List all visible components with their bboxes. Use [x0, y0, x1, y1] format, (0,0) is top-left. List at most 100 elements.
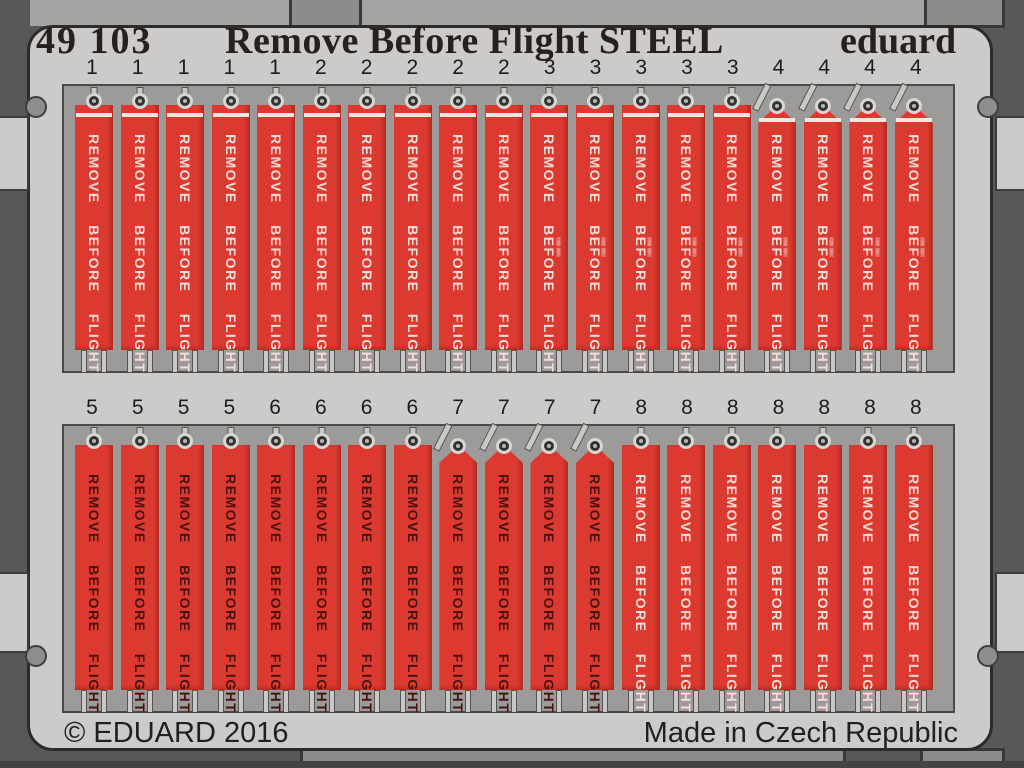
grommet-icon — [678, 93, 695, 109]
grommet-icon — [678, 433, 695, 449]
tag-body — [530, 445, 569, 690]
micro-label: llllllll llllllll — [781, 237, 788, 257]
header-stripe — [76, 113, 112, 117]
rbf-tag-group-2: REMOVE BEFORE FLIGHT — [484, 87, 523, 373]
tag-body — [576, 105, 615, 350]
header-stripe — [850, 118, 887, 122]
grommet-icon — [723, 93, 740, 109]
header-stripe — [394, 113, 431, 117]
attachment-prong-left — [582, 350, 589, 372]
rbf-tag-group-2: REMOVE BEFORE FLIGHT — [348, 87, 387, 373]
attachment-prong-right — [556, 690, 563, 712]
tag-body — [348, 445, 387, 690]
grommet-icon — [359, 93, 376, 109]
attachment-prong-right — [829, 690, 836, 712]
group-number: 5 — [177, 396, 190, 419]
tag-label: REMOVE BEFORE FLIGHT — [404, 473, 421, 713]
micro-label: llllllll llllllll — [599, 237, 606, 257]
group-number: 7 — [543, 396, 556, 419]
tag-body — [576, 445, 615, 690]
group-number: 6 — [406, 396, 419, 419]
rbf-tag-group-3: REMOVE BEFORE FLIGHT llllllll llllllll — [621, 87, 660, 373]
mounting-hole-top-left — [25, 96, 47, 118]
tag-body — [530, 105, 569, 350]
catalog-number: 49 103 — [36, 20, 153, 62]
attachment-prong-left — [354, 350, 361, 372]
rbf-tag-group-3: REMOVE BEFORE FLIGHT llllllll llllllll — [576, 87, 615, 373]
tags-2: REMOVE BEFORE FLIGHT REMOVE BEFORE FLIGHT… — [64, 422, 953, 713]
tag-body — [302, 105, 341, 350]
attachment-prong-left — [308, 350, 315, 372]
tag-label: REMOVE BEFORE FLIGHT — [723, 473, 740, 713]
group-number: 1 — [131, 56, 144, 79]
grommet-icon — [723, 433, 740, 449]
mounting-hole-bottom-right — [977, 645, 999, 667]
tag-body — [393, 445, 432, 690]
attachment-prong-left — [809, 690, 816, 712]
attachment-prong-left — [764, 690, 771, 712]
product-title: Remove Before Flight STEEL — [225, 20, 724, 62]
attachment-prong-left — [673, 350, 680, 372]
group-number: 5 — [86, 396, 98, 419]
attachment-prong-right — [237, 350, 244, 372]
attachment-prong-right — [510, 350, 517, 372]
attachment-prong-left — [536, 690, 543, 712]
rbf-tag-group-5: REMOVE BEFORE FLIGHT — [211, 427, 250, 713]
tag-label: REMOVE BEFORE FLIGHT — [814, 473, 831, 713]
attachment-prong-right — [374, 690, 381, 712]
tag-body — [166, 105, 205, 350]
header-stripe — [577, 113, 614, 117]
group-number: 8 — [726, 396, 739, 419]
rbf-tag-group-8: REMOVE BEFORE FLIGHT — [621, 427, 660, 713]
attachment-prong-right — [920, 690, 927, 712]
micro-label: llllllll llllllll — [554, 237, 561, 257]
attachment-prong-right — [875, 690, 882, 712]
rbf-tag-group-2: REMOVE BEFORE FLIGHT — [439, 87, 478, 373]
tags-1: REMOVE BEFORE FLIGHT REMOVE BEFORE FLIGHT… — [64, 82, 953, 373]
header-stripe — [531, 113, 568, 117]
tag-body — [211, 445, 250, 690]
rbf-tag-group-5: REMOVE BEFORE FLIGHT — [166, 427, 205, 713]
rbf-tag-group-3: REMOVE BEFORE FLIGHT llllllll llllllll — [712, 87, 751, 373]
tag-body — [894, 105, 933, 350]
tag-body — [120, 445, 159, 690]
grommet-icon — [404, 93, 421, 109]
tag-label: REMOVE BEFORE FLIGHT — [268, 133, 285, 373]
rbf-tag-group-2: REMOVE BEFORE FLIGHT — [393, 87, 432, 373]
group-number: 1 — [86, 56, 98, 79]
grommet-icon — [177, 93, 194, 109]
tag-label: REMOVE BEFORE FLIGHT — [769, 473, 786, 713]
rbf-tag-group-6: REMOVE BEFORE FLIGHT — [302, 427, 341, 713]
group-number: 5 — [223, 396, 236, 419]
header-stripe — [167, 113, 204, 117]
tag-body — [484, 105, 523, 350]
group-number: 8 — [818, 396, 831, 419]
rbf-tag-group-7: REMOVE BEFORE FLIGHT — [433, 422, 478, 713]
tag-body — [393, 105, 432, 350]
attachment-prong-left — [582, 690, 589, 712]
group-number: 8 — [909, 396, 922, 419]
rbf-tag-group-1: REMOVE BEFORE FLIGHT — [120, 87, 159, 373]
grommet-icon — [769, 98, 786, 114]
tag-body — [439, 445, 478, 690]
attachment-prong-left — [399, 350, 406, 372]
attachment-prong-right — [146, 350, 153, 372]
group-number: 3 — [681, 56, 693, 79]
group-number: 7 — [589, 396, 602, 419]
header-stripe — [713, 113, 750, 117]
attachment-prong-left — [263, 690, 270, 712]
grommet-icon — [814, 433, 831, 449]
attachment-prong-right — [920, 350, 927, 372]
attachment-prong-left — [490, 350, 497, 372]
header-stripe — [303, 113, 340, 117]
rbf-tag-group-7: REMOVE BEFORE FLIGHT — [478, 422, 523, 713]
attachment-prong-left — [126, 690, 133, 712]
tag-body — [758, 105, 797, 350]
tag-body — [894, 445, 933, 690]
tag-body — [712, 105, 751, 350]
attachment-prong-right — [693, 350, 700, 372]
attachment-prong-right — [328, 690, 335, 712]
attachment-prong-right — [192, 690, 199, 712]
grommet-icon — [359, 433, 376, 449]
